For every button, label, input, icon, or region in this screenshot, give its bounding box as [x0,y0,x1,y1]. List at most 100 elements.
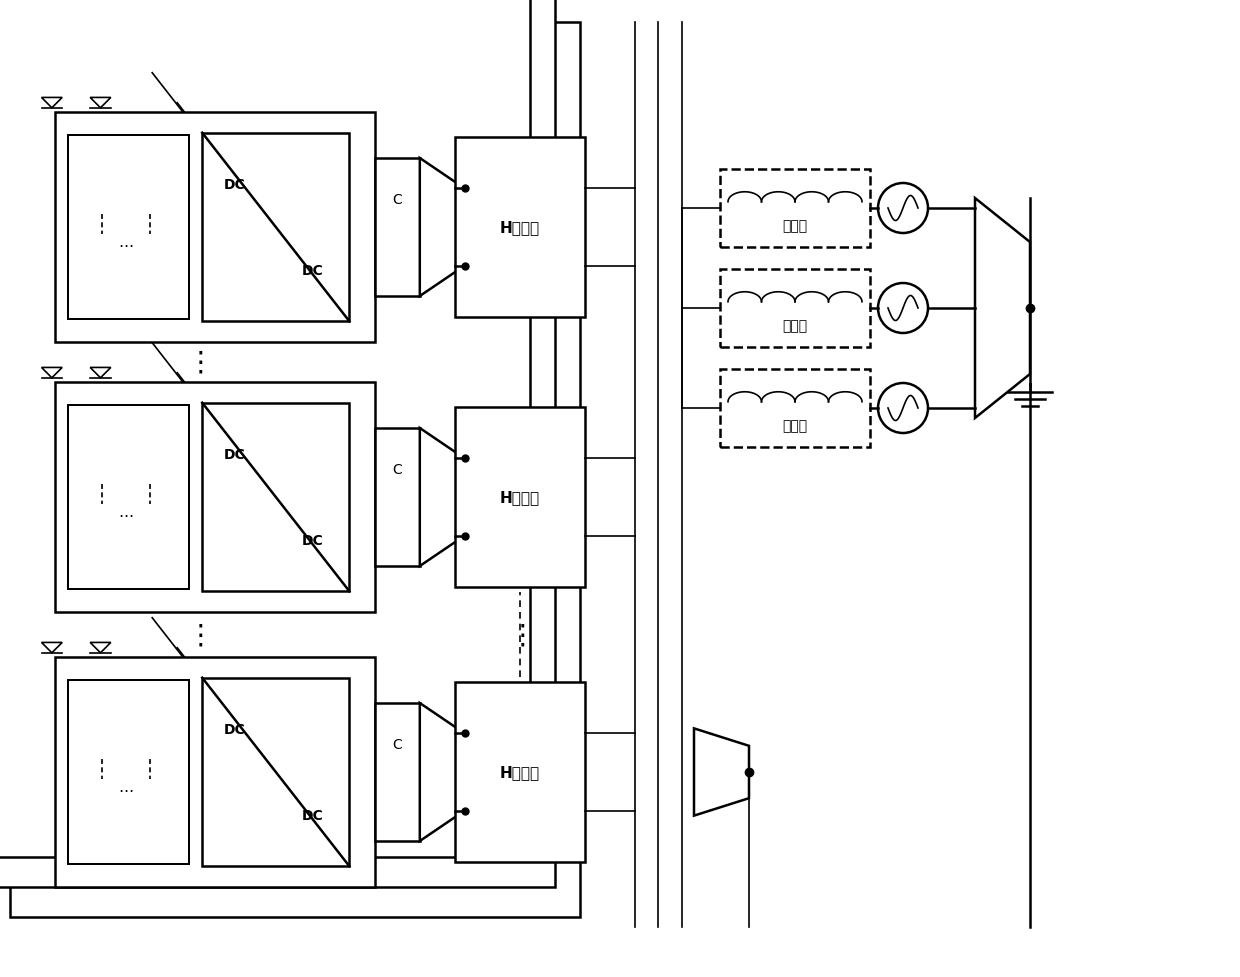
Bar [55,658,374,887]
Text: 滤波器: 滤波器 [782,419,807,433]
Text: DC: DC [223,178,246,191]
Bar [0,0,556,887]
Bar [177,648,325,836]
Bar [17,76,139,260]
Bar [350,673,394,811]
Polygon shape [91,516,113,527]
Bar [325,643,370,782]
Text: DC: DC [301,809,324,823]
Text: DC: DC [201,694,218,703]
Text: DC: DC [176,664,193,674]
Bar [325,368,370,506]
Text: DC: DC [279,781,296,790]
Text: DC: DC [279,506,296,516]
Bar [68,405,190,589]
Bar [17,346,139,530]
Polygon shape [115,398,136,408]
Bar [720,170,870,248]
Polygon shape [89,701,114,714]
Polygon shape [420,703,465,841]
Bar [43,375,165,560]
Bar [153,343,299,531]
Text: DC: DC [223,722,246,736]
Bar [374,429,420,567]
Text: ⋮: ⋮ [186,349,213,376]
Polygon shape [420,159,465,297]
Polygon shape [139,739,162,750]
Polygon shape [139,464,162,476]
Bar [5,53,325,282]
Text: DC: DC [301,264,324,278]
Bar [202,678,350,867]
Text: H桥模块: H桥模块 [500,765,541,780]
Bar [455,407,585,587]
Text: …: … [119,780,134,794]
Bar [5,322,325,552]
Bar [455,138,585,318]
Polygon shape [41,643,62,653]
Bar [325,99,370,236]
Text: ⋮: ⋮ [508,620,536,649]
Bar [455,683,585,862]
Bar [202,134,350,322]
Polygon shape [370,99,414,236]
Text: ⋮: ⋮ [186,620,213,649]
Bar [720,369,870,447]
Text: DC: DC [176,389,193,400]
Bar [68,136,190,319]
Polygon shape [420,429,465,567]
Polygon shape [41,368,62,378]
Polygon shape [89,739,114,750]
Text: C: C [343,135,351,146]
Text: H桥模块: H桥模块 [500,220,541,235]
Bar [17,620,139,804]
Bar [350,399,394,536]
Polygon shape [91,790,113,801]
Text: DC: DC [201,419,218,429]
Bar [177,373,325,562]
Text: DC: DC [176,119,193,130]
Polygon shape [370,368,414,506]
Bar [43,106,165,290]
Polygon shape [67,673,87,683]
Bar [5,597,325,828]
Text: C: C [368,709,376,720]
Bar [30,83,350,313]
Polygon shape [115,128,136,139]
Polygon shape [89,464,114,476]
Text: C: C [393,193,402,207]
Bar [55,383,374,613]
Bar [68,680,190,864]
Bar [177,104,325,292]
Bar [43,651,165,834]
Polygon shape [139,194,162,206]
Text: 滤波器: 滤波器 [782,219,807,233]
Bar [10,23,580,917]
Text: C: C [393,463,402,477]
Polygon shape [91,99,110,108]
Polygon shape [139,427,162,440]
Text: C: C [393,738,402,751]
Polygon shape [140,516,161,527]
Polygon shape [394,673,440,811]
Polygon shape [139,157,162,169]
Polygon shape [89,194,114,206]
Bar [30,627,350,857]
Text: DC: DC [279,236,296,246]
Bar [374,159,420,297]
Polygon shape [91,643,110,653]
Polygon shape [139,701,162,714]
Bar [153,73,299,262]
Polygon shape [41,99,62,108]
Polygon shape [67,128,87,139]
Text: DC: DC [254,476,272,486]
Bar [720,270,870,348]
Text: DC: DC [301,533,324,548]
Polygon shape [67,398,87,408]
Polygon shape [91,246,113,257]
Text: C: C [368,435,376,445]
Text: …: … [119,235,134,250]
Polygon shape [140,790,161,801]
Bar [202,404,350,592]
Polygon shape [89,157,114,169]
